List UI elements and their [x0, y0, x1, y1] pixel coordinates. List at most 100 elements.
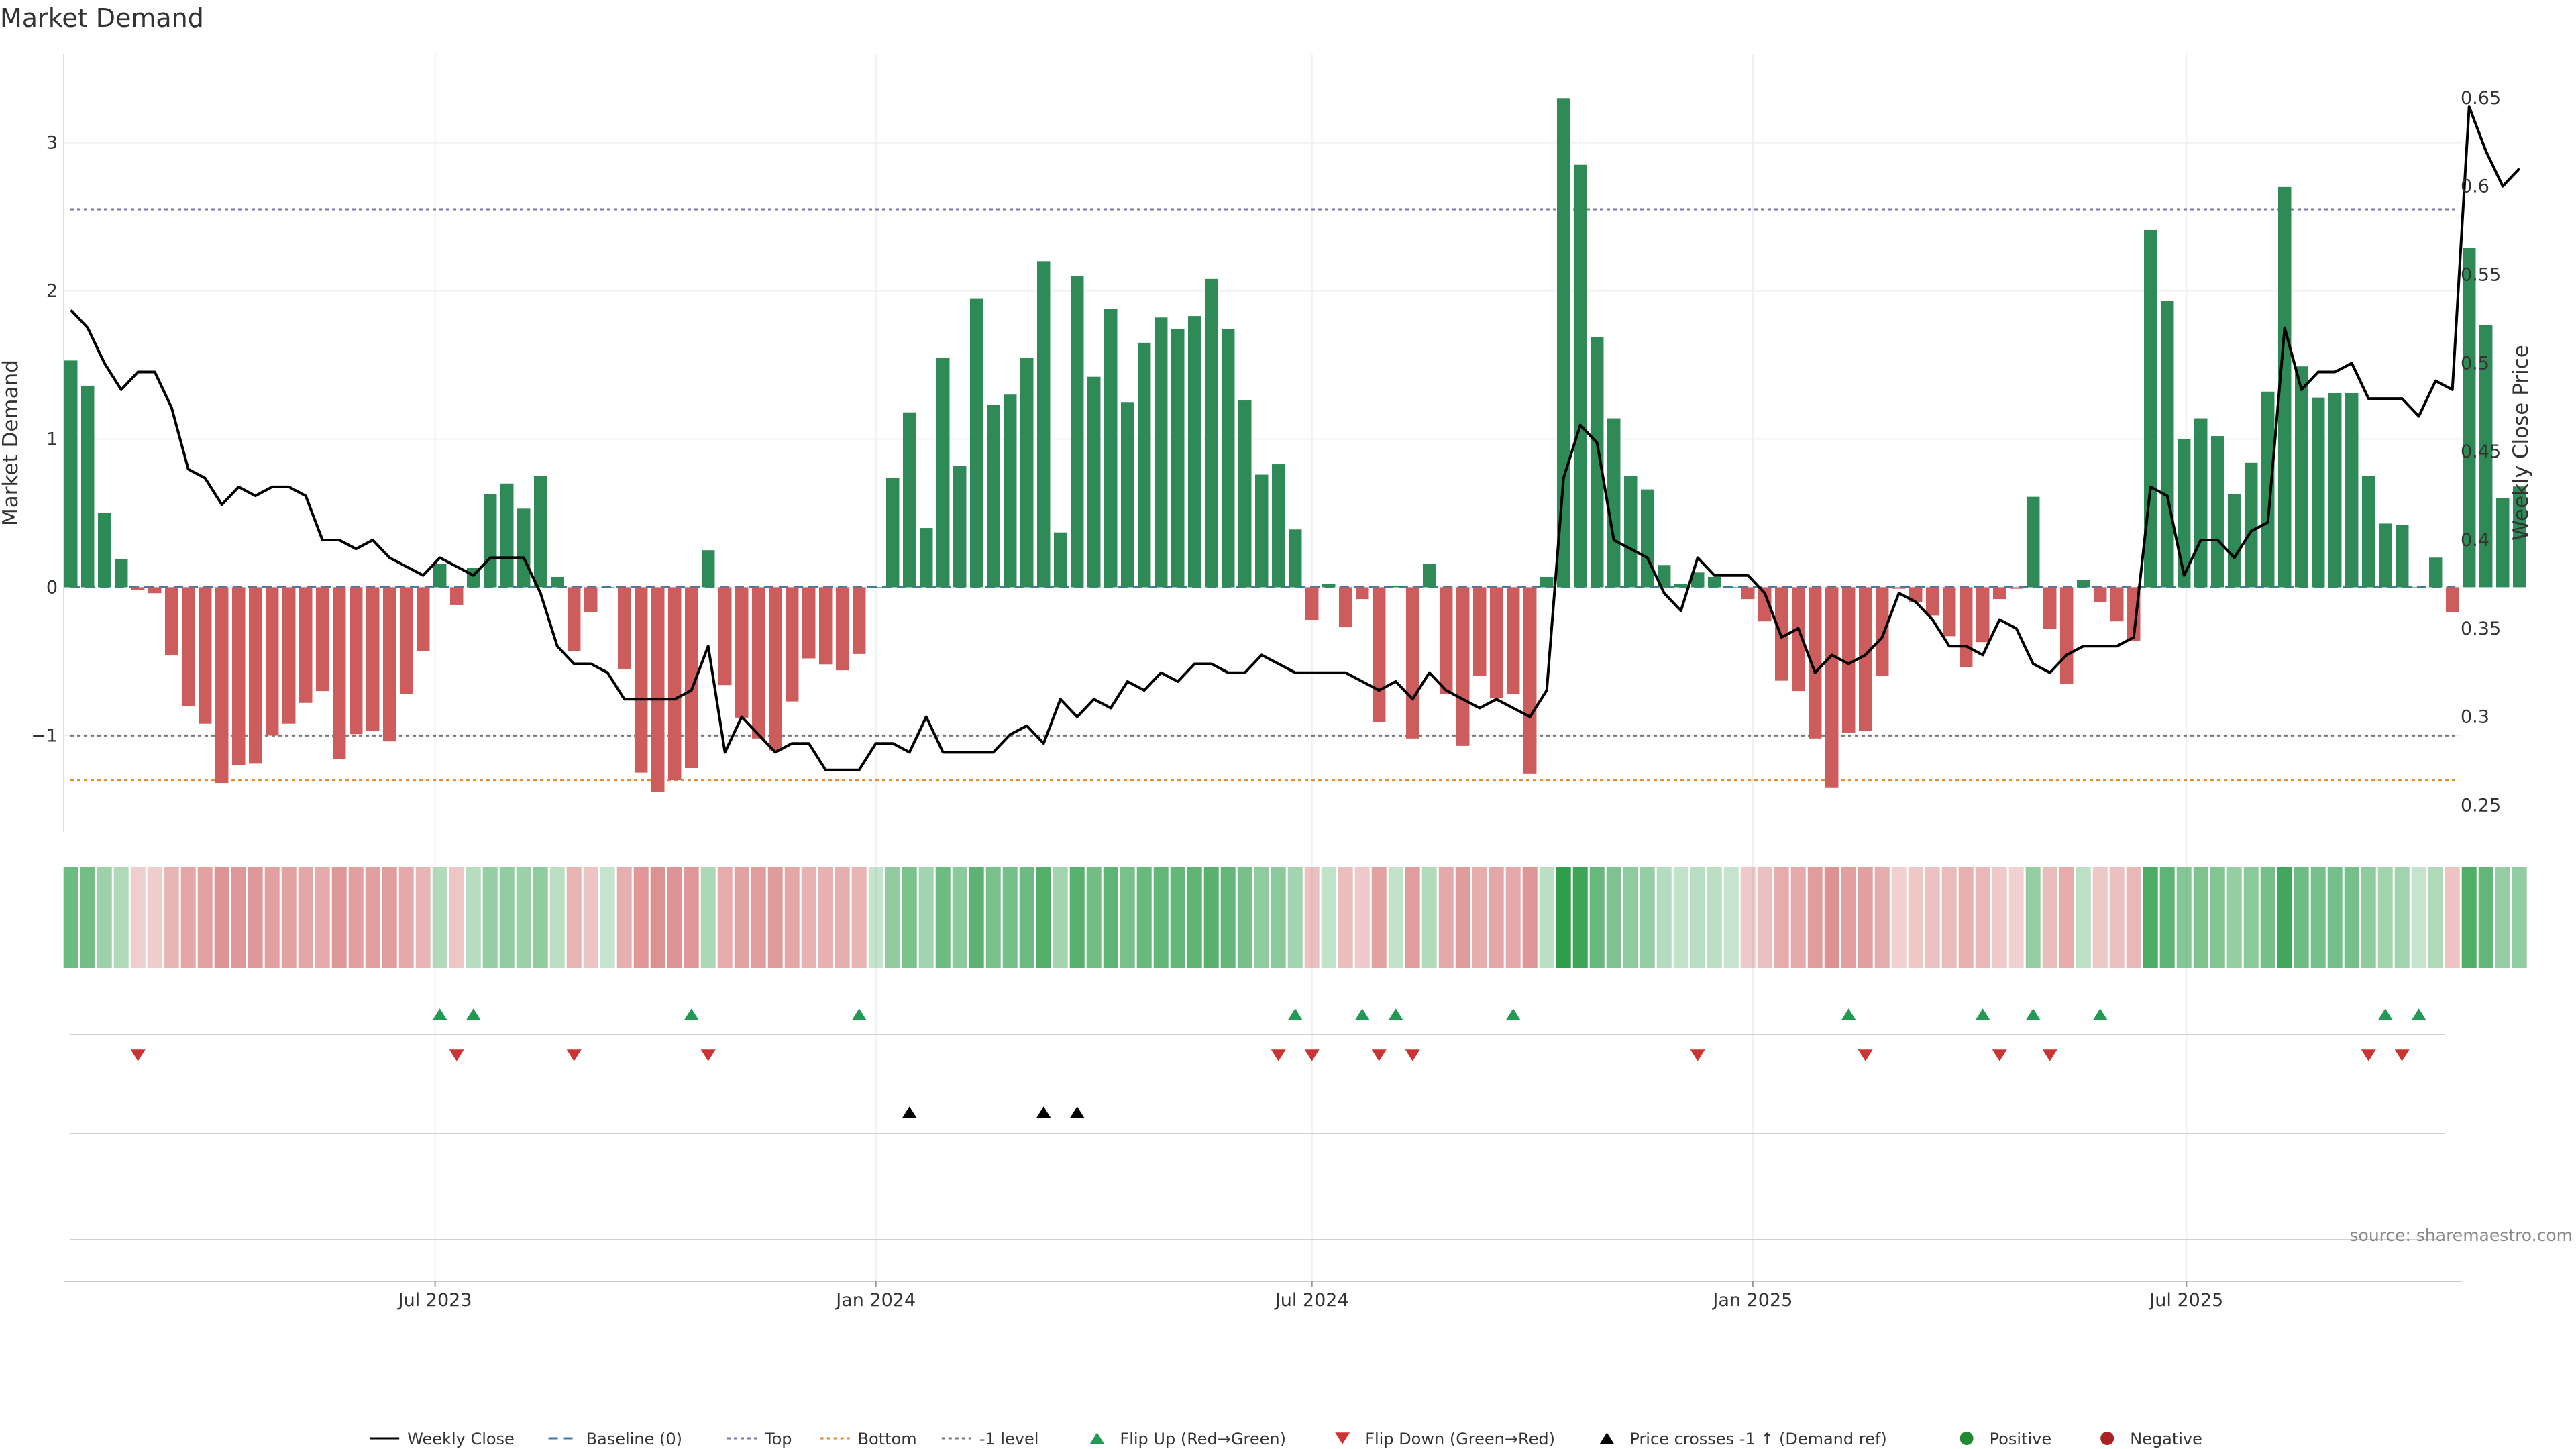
heat-cell [248, 867, 263, 968]
demand-bar [2261, 391, 2275, 588]
legend-item: Negative [2100, 1430, 2202, 1448]
demand-bar [885, 477, 900, 588]
heat-cell [2092, 867, 2108, 968]
demand-bar [869, 587, 883, 588]
flip-down-marker [1304, 1049, 1320, 1061]
heat-cell [1891, 867, 1907, 968]
flip-up-marker [2377, 1008, 2393, 1020]
demand-bar [1053, 532, 1067, 588]
heat-cell [2226, 867, 2242, 968]
demand-bar [1020, 357, 1034, 588]
demand-bar [315, 587, 329, 692]
demand-bar [1607, 418, 1621, 588]
legend-swatch [1089, 1432, 1105, 1444]
demand-bar [449, 587, 464, 605]
demand-bar [617, 587, 631, 669]
heat-cell [2344, 867, 2359, 968]
heat-cell [1640, 867, 1655, 968]
demand-bar [2009, 587, 2023, 589]
heat-cell [700, 867, 716, 968]
heat-cell [2327, 867, 2343, 968]
x-tick-label: Jul 2024 [1274, 1290, 1349, 1311]
heat-cell [734, 867, 749, 968]
demand-bar [2059, 587, 2074, 684]
demand-bar [684, 587, 698, 768]
demand-bar [97, 513, 111, 588]
flip-up-marker [1841, 1008, 1856, 1020]
demand-bar [1506, 587, 1520, 694]
heat-cell [1304, 867, 1320, 968]
demand-bar [2210, 436, 2224, 588]
heat-cell [1438, 867, 1454, 968]
right-tick-label: 0.6 [2461, 176, 2489, 197]
heat-cell [751, 867, 766, 968]
flip-down-marker [700, 1049, 716, 1061]
flip-down-marker [566, 1049, 582, 1061]
demand-bar [1942, 587, 1956, 637]
demand-bar [1439, 587, 1453, 694]
legend-item: -1 level [941, 1430, 1039, 1448]
demand-bar [1976, 587, 1990, 643]
price-cross-marker [902, 1106, 917, 1118]
demand-bar [282, 587, 296, 724]
demand-bar [1590, 337, 1604, 588]
heat-cell [1807, 867, 1823, 968]
heat-cell [180, 867, 196, 968]
demand-bar [2361, 476, 2375, 588]
heat-cell [1002, 867, 1018, 968]
demand-bar [1925, 587, 1939, 616]
demand-bar [1707, 576, 1721, 588]
flip-up-marker [2092, 1008, 2108, 1020]
heat-cell [398, 867, 414, 968]
demand-bar [148, 587, 162, 594]
heat-cell [549, 867, 565, 968]
left-tick-label: 0 [46, 577, 58, 598]
heat-cell [2059, 867, 2074, 968]
flip-up-marker [2025, 1008, 2041, 1020]
demand-bar [114, 559, 128, 588]
heat-cell [516, 867, 531, 968]
demand-bars [64, 98, 2526, 792]
legend-item: Top [727, 1430, 792, 1448]
demand-bar [1758, 587, 1772, 622]
flip-up-marker [1975, 1008, 1990, 1020]
demand-bar [2160, 301, 2174, 588]
legend-label: Bottom [858, 1430, 917, 1448]
heat-cell [298, 867, 313, 968]
heat-cell [348, 867, 364, 968]
demand-bar [1405, 587, 1419, 739]
demand-bar [2395, 525, 2409, 588]
heat-cell [1690, 867, 1705, 968]
price-cross-marker [1069, 1106, 1085, 1118]
demand-bar [1858, 587, 1872, 731]
x-axis: Jul 2023 Jan 2024 Jul 2024 Jan 2025 Jul 2025 [64, 1281, 2462, 1311]
demand-bar [1892, 587, 1906, 589]
heat-cell [1086, 867, 1102, 968]
heat-cell [415, 867, 431, 968]
demand-bar [483, 494, 497, 588]
heat-cell [365, 867, 380, 968]
heat-cell [2109, 867, 2125, 968]
demand-bar [584, 587, 598, 612]
heat-cell [1338, 867, 1353, 968]
heat-cell [2428, 867, 2443, 968]
demand-bar [1540, 576, 1554, 588]
demand-bar [634, 587, 648, 773]
heat-cell [113, 867, 129, 968]
demand-bar [2328, 392, 2342, 588]
demand-bar [1556, 98, 1570, 588]
demand-bar [567, 587, 581, 651]
demand-bar [852, 587, 866, 654]
heat-cell [1220, 867, 1236, 968]
heat-cell [1841, 867, 1856, 968]
heat-cell [2260, 867, 2275, 968]
flip-down-marker [2042, 1049, 2057, 1061]
demand-bar [701, 550, 715, 588]
demand-bar [919, 528, 933, 588]
heat-cell [2445, 867, 2460, 968]
demand-bar [2311, 397, 2325, 588]
demand-bar [1992, 587, 2006, 600]
demand-bar [1254, 474, 1269, 588]
legend-label: -1 level [979, 1430, 1039, 1448]
price-cross-marker [1036, 1106, 1051, 1118]
